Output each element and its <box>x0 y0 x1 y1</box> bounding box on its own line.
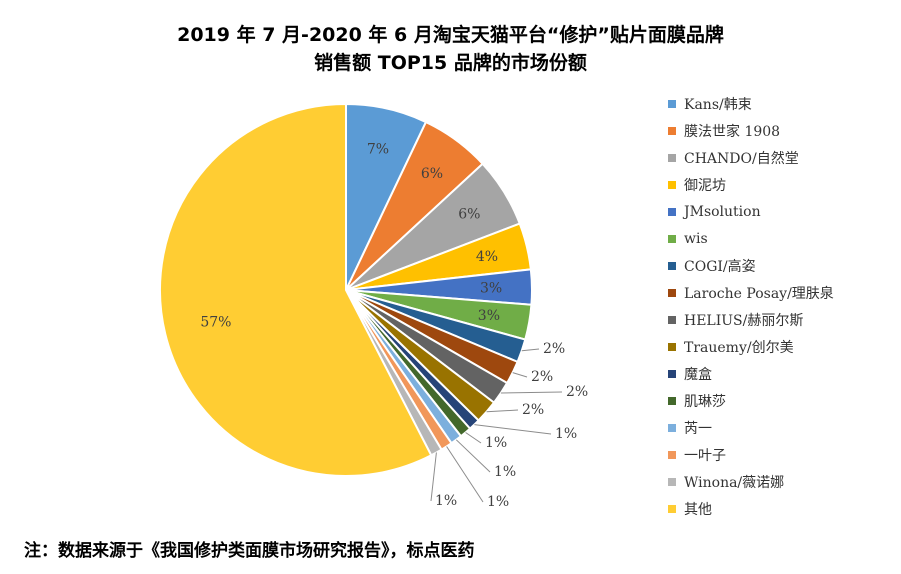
leader-line <box>430 452 437 502</box>
legend-item: HELIUS/赫丽尔斯 <box>668 306 893 333</box>
legend-label: 膜法世家 1908 <box>684 123 781 140</box>
legend-item: CHANDO/自然堂 <box>668 144 893 171</box>
pie-chart: 7% 6% 6% 4% 3% 3% 2% 2% 2% 2% 1% 1% 1% 1% 1% 57% <box>158 102 588 510</box>
slice-data-label: 4% <box>476 249 498 265</box>
legend-swatch <box>668 450 676 459</box>
legend-swatch <box>668 261 676 270</box>
legend-item: 魔盒 <box>668 360 893 387</box>
chart-subtitle: 销售额 TOP15 品牌的市场份额 <box>314 52 587 74</box>
legend-label: COGI/高姿 <box>684 258 756 275</box>
legend-item: JMsolution <box>668 198 893 225</box>
slice-data-label: 2% <box>543 341 565 357</box>
legend-item: Kans/韩束 <box>668 90 893 117</box>
legend-item: wis <box>668 225 893 252</box>
leader-line <box>474 424 552 435</box>
legend-swatch <box>668 477 676 486</box>
legend-swatch <box>668 315 676 324</box>
legend-label: 一叶子 <box>684 447 726 464</box>
legend-swatch <box>668 369 676 378</box>
legend-label: Laroche Posay/理肤泉 <box>684 285 834 302</box>
pie-slice <box>158 102 433 477</box>
leader-line <box>455 439 491 473</box>
legend-swatch <box>668 180 676 189</box>
legend-item: 其他 <box>668 495 893 522</box>
source-footnote: 注：数据来源于《我国修护类面膜市场研究报告》，标点医药 <box>24 541 475 561</box>
legend-swatch <box>668 342 676 351</box>
legend-swatch <box>668 504 676 513</box>
legend-item: 一叶子 <box>668 441 893 468</box>
leader-line <box>465 432 482 444</box>
leader-line <box>486 409 519 413</box>
legend-label: JMsolution <box>684 203 761 220</box>
leader-line <box>446 446 484 503</box>
slice-data-label: 1% <box>494 464 516 480</box>
slice-data-label: 3% <box>480 281 502 297</box>
legend-swatch <box>668 396 676 405</box>
legend-label: 御泥坊 <box>684 177 726 194</box>
slice-data-label: 2% <box>566 384 588 400</box>
legend-swatch <box>668 288 676 297</box>
legend-label: 其他 <box>684 501 712 518</box>
legend-item: 膜法世家 1908 <box>668 117 893 144</box>
legend-item: Winona/薇诺娜 <box>668 468 893 495</box>
chart-title: 2019 年 7 月-2020 年 6 月淘宝天猫平台“修护”贴片面膜品牌 <box>177 24 724 46</box>
legend-label: 魔盒 <box>684 366 712 383</box>
legend-item: Trauemy/创尔美 <box>668 333 893 360</box>
slice-data-label: 6% <box>458 207 480 223</box>
legend-label: CHANDO/自然堂 <box>684 150 799 167</box>
legend-swatch <box>668 207 676 216</box>
legend-item: COGI/高姿 <box>668 252 893 279</box>
slice-data-label: 1% <box>435 493 457 509</box>
slice-data-label: 7% <box>367 142 389 158</box>
slice-data-label: 57% <box>200 315 231 331</box>
legend-swatch <box>668 153 676 162</box>
chart-legend: Kans/韩束膜法世家 1908 CHANDO/自然堂 御泥坊 JMsolution w… <box>668 90 893 522</box>
slice-data-label: 1% <box>555 426 577 442</box>
legend-swatch <box>668 423 676 432</box>
slice-data-label: 1% <box>485 435 507 451</box>
legend-item: 御泥坊 <box>668 171 893 198</box>
legend-item: 芮一 <box>668 414 893 441</box>
slice-data-label: 2% <box>522 402 544 418</box>
legend-label: Trauemy/创尔美 <box>684 339 794 356</box>
leader-line <box>512 372 528 378</box>
legend-label: wis <box>684 230 708 247</box>
slice-data-label: 2% <box>531 369 553 385</box>
legend-swatch <box>668 234 676 243</box>
legend-item: Laroche Posay/理肤泉 <box>668 279 893 306</box>
legend-label: HELIUS/赫丽尔斯 <box>684 312 804 329</box>
legend-item: 肌琳莎 <box>668 387 893 414</box>
leader-line <box>521 348 540 352</box>
slice-data-label: 6% <box>421 166 443 182</box>
legend-swatch <box>668 126 676 135</box>
legend-label: Winona/薇诺娜 <box>684 474 785 491</box>
legend-label: 芮一 <box>684 420 712 437</box>
legend-label: 肌琳莎 <box>684 393 726 410</box>
slice-data-label: 1% <box>487 494 509 510</box>
slice-data-label: 3% <box>478 308 500 324</box>
legend-label: Kans/韩束 <box>684 96 752 113</box>
leader-line <box>500 391 563 394</box>
legend-swatch <box>668 99 676 108</box>
